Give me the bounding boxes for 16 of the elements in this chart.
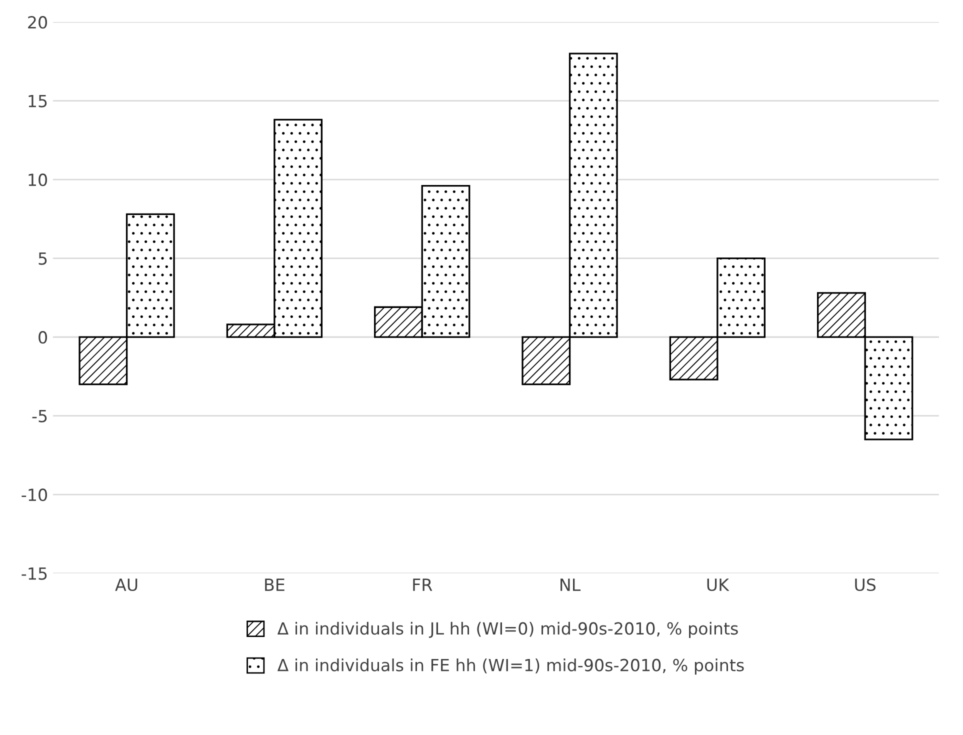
x-tick-label: FR (413, 578, 432, 591)
y-tick-label: -5 (32, 410, 47, 422)
x-tick-label: US (855, 578, 876, 592)
y-tick-label: 20 (28, 16, 47, 29)
legend-label: Δ in individuals in JL hh (WI=0) mid-90s-2010, % points (277, 622, 738, 638)
x-tick-label: NL (560, 578, 581, 591)
y-tick-label: 0 (38, 331, 47, 344)
x-tick-label: UK (707, 578, 730, 592)
y-tick-label: 10 (28, 174, 47, 186)
x-tick-label: AU (115, 578, 138, 592)
y-tick-label: -15 (22, 567, 47, 580)
y-tick-label: 15 (28, 94, 47, 108)
legend-label: Δ in individuals in FE hh (WI=1) mid-90s-2010, % points (277, 658, 744, 675)
y-tick-label: -10 (22, 488, 47, 502)
x-tick-label: BE (265, 578, 284, 591)
y-tick-label: 5 (38, 252, 47, 265)
